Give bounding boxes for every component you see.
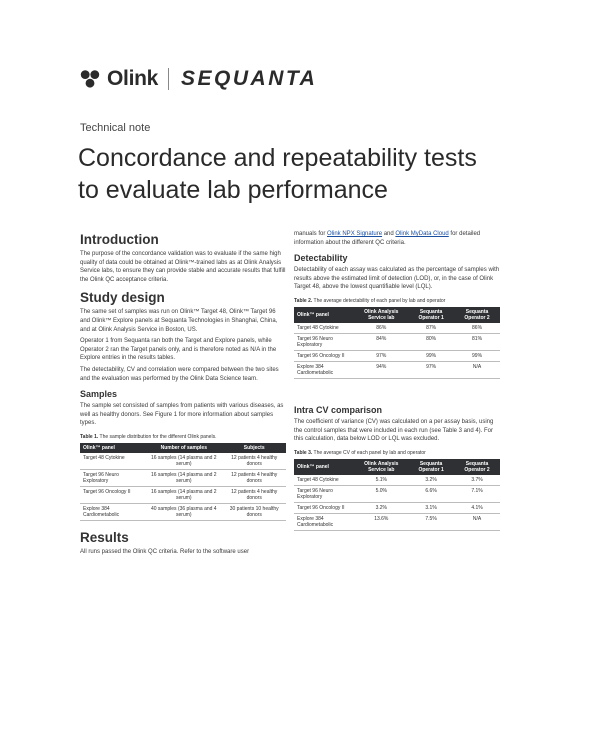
sample-distribution-table: Olink™ panel Number of samples Subjects … <box>80 442 286 521</box>
table-header: Sequanta Operator 1 <box>408 306 455 323</box>
detectability-heading: Detectability <box>294 253 348 264</box>
table-row: Target 48 Cytokine 16 samples (14 plasma… <box>80 452 286 470</box>
table-header: Number of samples <box>145 442 223 453</box>
table-row: Target 96 Neuro Exploratory 16 samples (… <box>80 469 286 487</box>
table-header: Sequanta Operator 2 <box>454 458 500 475</box>
doc-type-label: Technical note <box>80 122 151 134</box>
table-row: Explore 384 Cardiometabolic 13.6% 7.5% N… <box>294 513 500 531</box>
study-design-paragraph: The same set of samples was run on Olink… <box>80 309 278 333</box>
olink-npx-signature-link[interactable]: Olink NPX Signature <box>327 231 383 237</box>
sequanta-logo-text: SEQUANTA <box>181 67 318 90</box>
table-row: Target 48 Cytokine 86% 87% 86% <box>294 322 500 334</box>
study-design-paragraph: Operator 1 from Sequanta ran both the Ta… <box>80 338 277 362</box>
table-header: Olink™ panel <box>294 458 355 475</box>
intra-cv-heading: Intra CV comparison <box>294 404 383 415</box>
olink-logo-icon <box>80 69 100 89</box>
olink-logo-text: Olink <box>107 67 159 90</box>
table2-caption: Table 2. The average detectability of ea… <box>294 297 446 304</box>
table-row: Target 96 Oncology II 16 samples (14 pla… <box>80 486 286 504</box>
table-row: Target 48 Cytokine 5.1% 3.2% 3.7% <box>294 474 500 486</box>
page-title: Concordance and repeatability tests to e… <box>78 142 518 206</box>
results-heading: Results <box>80 529 129 545</box>
samples-text: The sample set consisted of samples from… <box>80 403 284 427</box>
logo-divider <box>168 68 170 90</box>
study-design-heading: Study design <box>80 290 165 306</box>
title-line-1: Concordance and repeatability tests <box>78 144 477 172</box>
table-row: Explore 384 Cardiometabolic 40 samples (… <box>80 503 286 521</box>
intra-cv-table: Olink™ panel Olink Analysis Service lab … <box>294 458 500 531</box>
logo-row: Olink SEQUANTA <box>80 66 317 92</box>
table-header: Sequanta Operator 1 <box>408 458 455 475</box>
manuals-text: manuals for Olink NPX Signature and Olin… <box>294 231 481 246</box>
detectability-table: Olink™ panel Olink Analysis Service lab … <box>294 306 500 379</box>
table3-caption: Table 3. The average CV of each panel by… <box>294 449 426 456</box>
table-row: Target 96 Neuro Exploratory 84% 80% 81% <box>294 333 500 351</box>
intra-cv-text: The coefficient of variance (CV) was cal… <box>294 418 494 443</box>
introduction-heading: Introduction <box>80 232 159 247</box>
right-column: manuals for Olink NPX Signature and Olin… <box>294 226 500 531</box>
table-header: Sequanta Operator 2 <box>454 306 500 323</box>
table-row: Explore 384 Cardiometabolic 94% 97% N/A <box>294 361 500 379</box>
study-design-paragraph: The detectability, CV and correlation we… <box>80 366 279 382</box>
introduction-text: The purpose of the concordance validatio… <box>80 251 286 283</box>
table-header: Olink Analysis Service lab <box>354 458 409 475</box>
table1-caption: Table 1. The sample distribution for the… <box>80 433 217 440</box>
table-header: Olink™ panel <box>294 306 355 323</box>
table-row: Target 96 Neuro Exploratory 5.0% 6.6% 7.… <box>294 485 500 503</box>
detectability-text: Detectability of each assay was calculat… <box>294 267 500 291</box>
table-header: Olink Analysis Service lab <box>354 306 409 323</box>
table-row: Target 96 Oncology II 97% 99% 99% <box>294 350 500 362</box>
title-line-2: to evaluate lab performance <box>78 176 388 204</box>
table-row: Target 96 Oncology II 3.2% 3.1% 4.1% <box>294 502 500 514</box>
left-column: Introduction The purpose of the concorda… <box>80 226 286 560</box>
table-header: Subjects <box>222 442 286 453</box>
table-header: Olink™ panel <box>80 442 146 453</box>
results-text: All runs passed the Olink QC criteria. R… <box>80 548 250 555</box>
samples-heading: Samples <box>80 389 118 400</box>
olink-mydata-cloud-link[interactable]: Olink MyData Cloud <box>395 231 449 237</box>
